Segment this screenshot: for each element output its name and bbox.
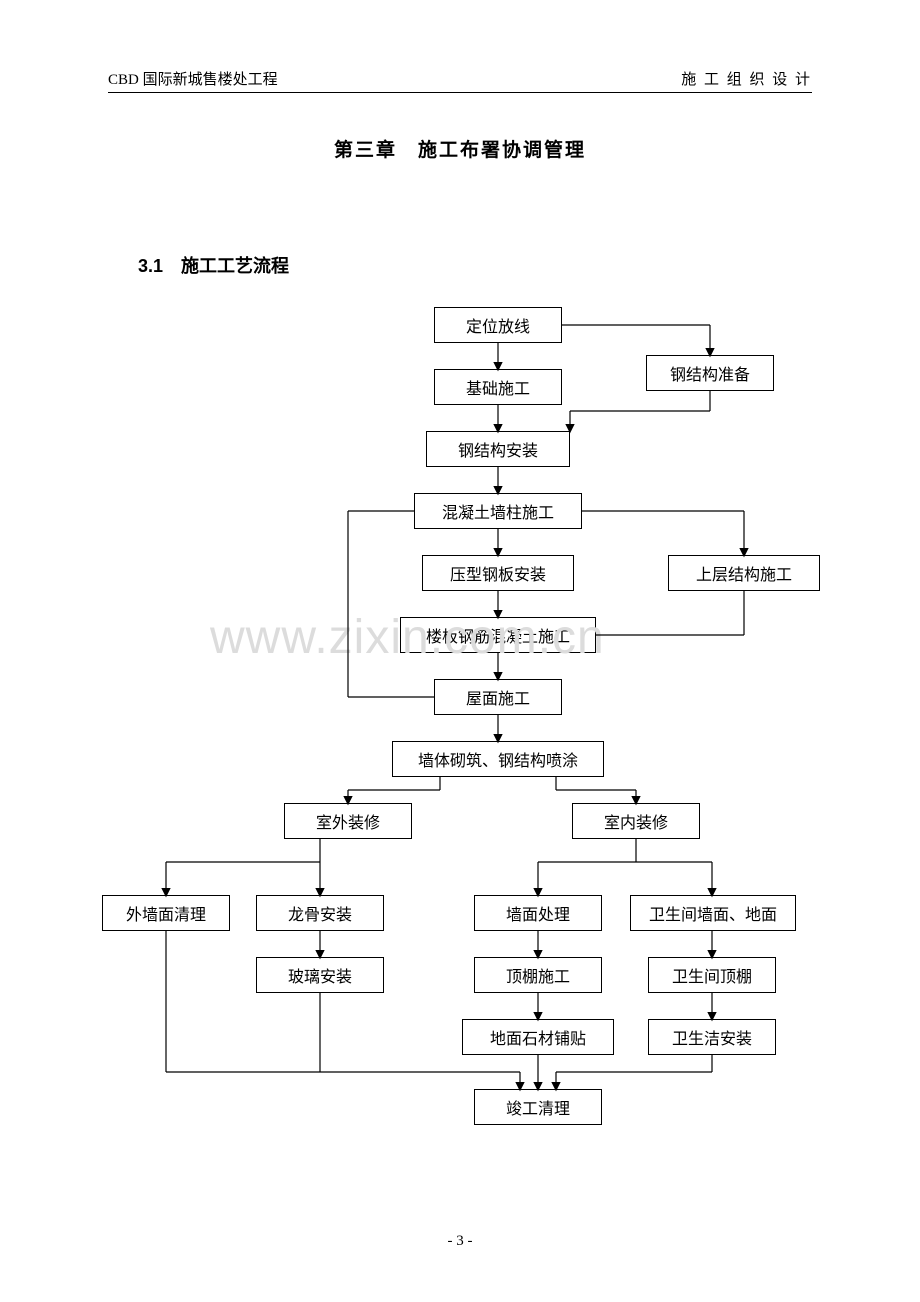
flowchart-svg <box>0 0 920 1302</box>
